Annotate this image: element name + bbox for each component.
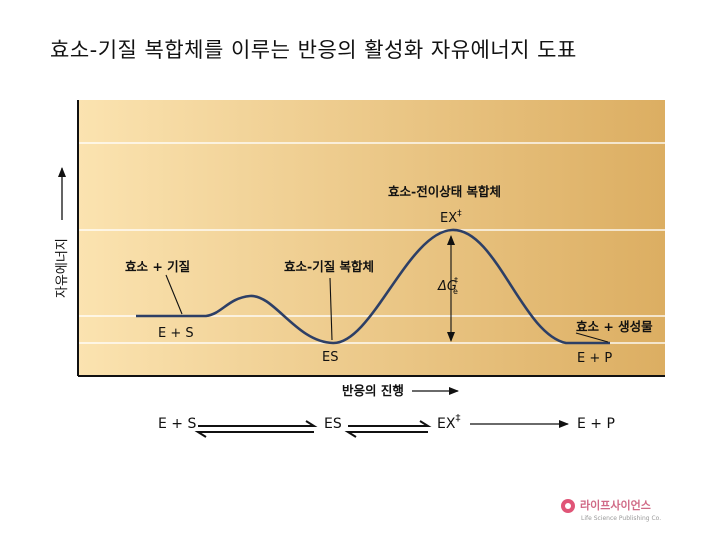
products-formula: E + P <box>577 351 612 366</box>
publisher-name: 라이프사이언스 <box>580 498 651 512</box>
scheme-products: E + P <box>577 416 615 432</box>
scheme-transition: EX‡ <box>437 413 460 432</box>
reactants-name: 효소 + 기질 <box>125 259 190 274</box>
x-axis-label: 반응의 진행 <box>342 383 404 398</box>
products-name: 효소 + 생성물 <box>576 319 653 334</box>
scheme-forward-arrow <box>198 420 318 427</box>
delta-g-label: ΔG‡ e <box>437 276 458 296</box>
reactants-pointer <box>165 274 183 315</box>
energy-curve <box>136 228 610 345</box>
plot-background <box>78 100 665 376</box>
products-pointer <box>575 332 609 343</box>
es-formula: ES <box>322 350 338 365</box>
transition-formula: EX‡ <box>440 209 462 226</box>
y-axis-label: 자유에너지 <box>55 238 70 298</box>
slide-title: 효소-기질 복합체를 이루는 반응의 활성화 자유에너지 도표 <box>50 38 577 62</box>
scheme-reactants: E + S <box>158 416 196 432</box>
scheme-reverse-arrow <box>194 431 314 438</box>
scheme-forward-arrow-2 <box>348 420 432 427</box>
transition-name: 효소-전이상태 복합체 <box>388 184 501 199</box>
reactants-formula: E + S <box>158 326 194 341</box>
scheme-complex: ES <box>324 416 342 432</box>
publisher-logo: 라이프사이언스 Life Science Publishing Co. <box>561 498 661 522</box>
es-complex-name: 효소-기질 복합체 <box>284 259 374 274</box>
es-pointer <box>329 277 333 341</box>
reaction-scheme: E + S ES EX‡ E + P <box>158 413 615 438</box>
publisher-name-en: Life Science Publishing Co. <box>581 515 661 522</box>
scheme-reverse-arrow-2 <box>344 431 428 438</box>
